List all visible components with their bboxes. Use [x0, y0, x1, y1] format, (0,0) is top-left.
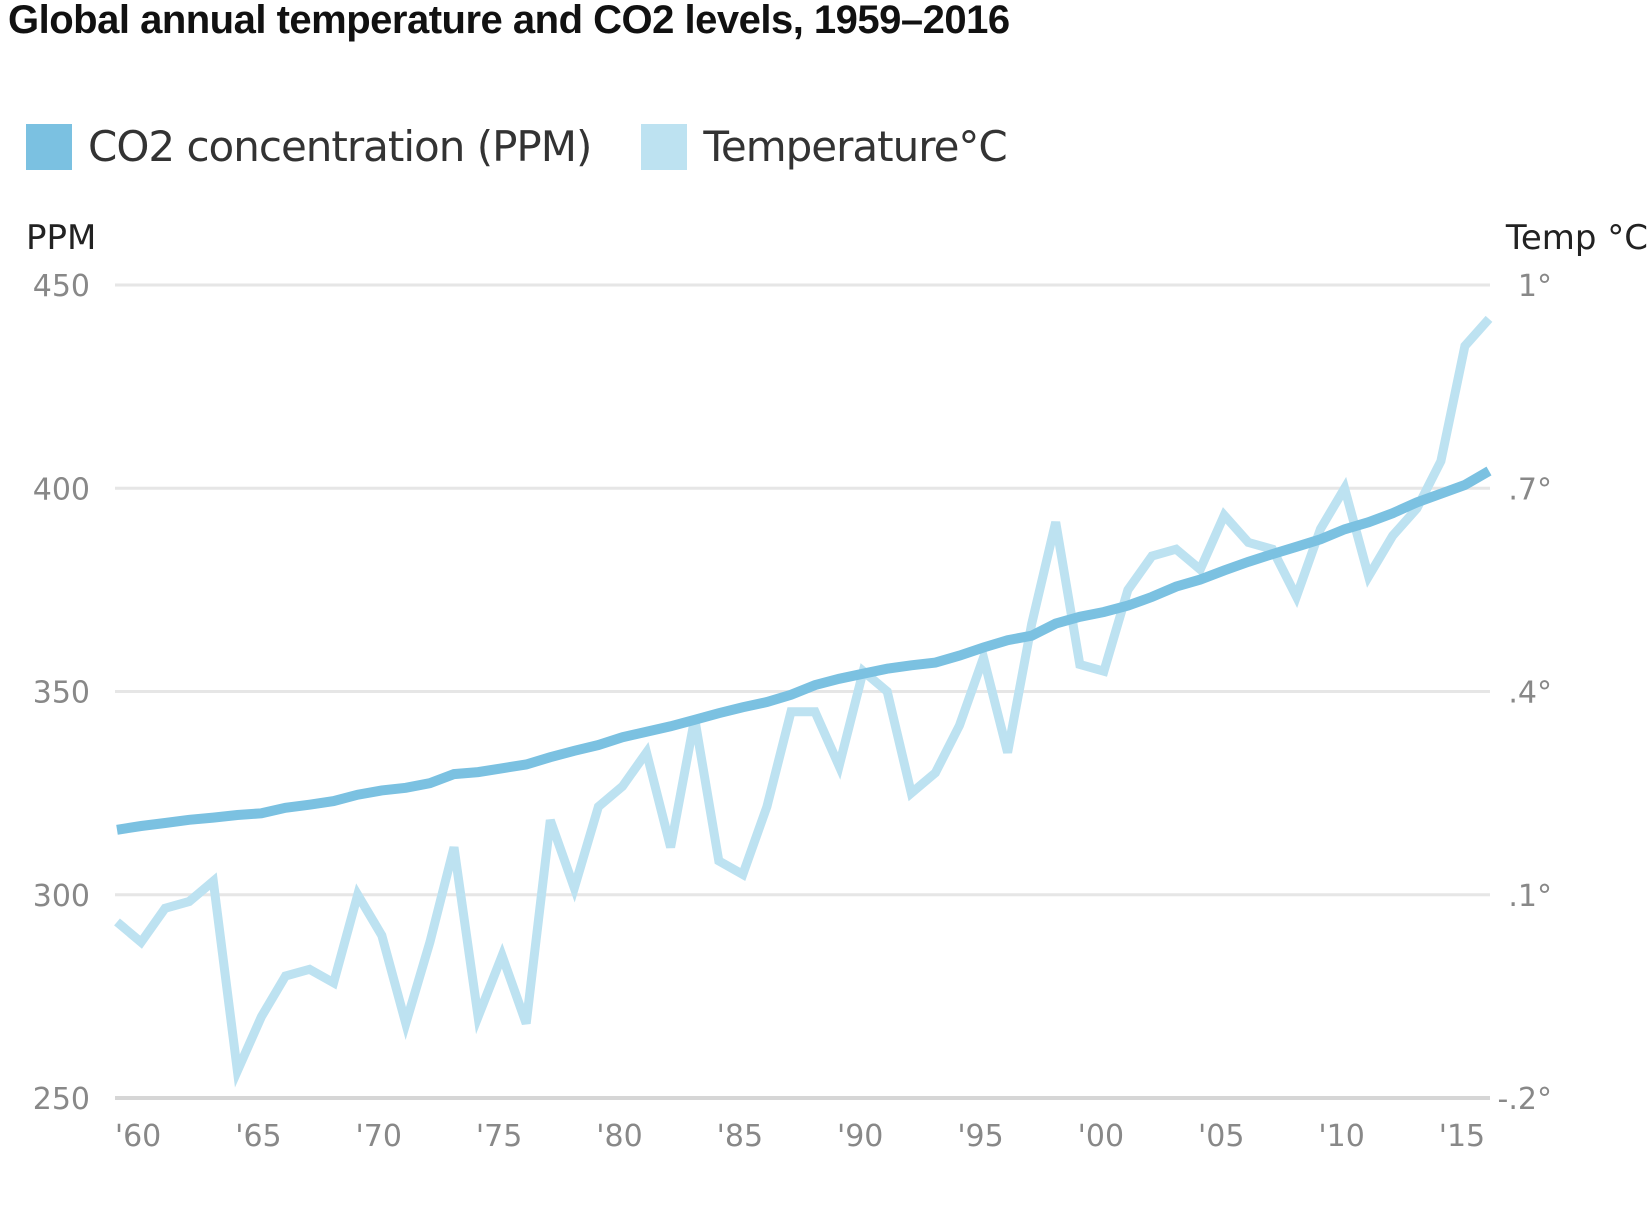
co2-series-line — [116, 466, 1492, 835]
left-tick-label: 450 — [33, 269, 90, 304]
right-tick-label: .4° — [1508, 676, 1552, 711]
legend-item-temperature[interactable]: Temperature°C — [641, 122, 1008, 171]
x-axis-ticks: '60 '65 '70 '75 '80 '85 '90 '95 '00 '05 '10 '15 — [115, 1119, 1485, 1154]
right-tick-label: .1° — [1508, 879, 1552, 914]
x-tick-label: '15 — [1439, 1119, 1485, 1154]
series-lines — [114, 315, 1493, 1088]
gridlines — [115, 283, 1490, 1100]
legend-label-co2: CO2 concentration (PPM) — [88, 122, 592, 171]
left-axis-title: PPM — [26, 218, 97, 258]
x-tick-label: '75 — [476, 1119, 522, 1154]
x-tick-label: '90 — [837, 1119, 883, 1154]
x-tick-label: '85 — [717, 1119, 763, 1154]
chart-legend: CO2 concentration (PPM) Temperature°C — [26, 122, 1057, 171]
chart-title: Global annual temperature and CO2 levels… — [8, 0, 1010, 42]
right-tick-label: .7° — [1508, 472, 1552, 507]
legend-label-temperature: Temperature°C — [703, 122, 1007, 171]
left-tick-label: 350 — [33, 676, 90, 711]
temperature-series-line — [114, 315, 1493, 1088]
x-tick-label: '95 — [957, 1119, 1003, 1154]
right-tick-label: -.2° — [1498, 1082, 1552, 1117]
legend-swatch-co2 — [26, 123, 72, 170]
right-tick-label: 1° — [1518, 269, 1552, 304]
x-tick-label: '05 — [1198, 1119, 1244, 1154]
x-tick-label: '70 — [356, 1119, 402, 1154]
left-tick-label: 300 — [33, 879, 90, 914]
left-tick-label: 250 — [33, 1082, 90, 1117]
legend-item-co2[interactable]: CO2 concentration (PPM) — [26, 122, 592, 171]
x-tick-label: '00 — [1078, 1119, 1124, 1154]
right-axis-ticks: 1° .7° .4° .1° -.2° — [1498, 269, 1552, 1117]
right-axis-title: Temp °C — [1505, 218, 1648, 258]
x-tick-label: '60 — [115, 1119, 161, 1154]
left-axis-ticks: 450 400 350 300 250 — [33, 269, 90, 1117]
x-tick-label: '80 — [596, 1119, 642, 1154]
legend-swatch-temperature — [641, 123, 688, 170]
left-tick-label: 400 — [33, 472, 90, 507]
x-tick-label: '65 — [235, 1119, 281, 1154]
x-tick-label: '10 — [1318, 1119, 1364, 1154]
